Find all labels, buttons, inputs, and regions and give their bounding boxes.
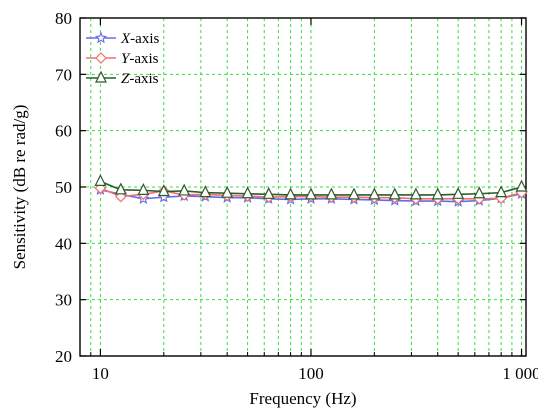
y-tick-label: 60 [55, 122, 72, 141]
data-point [305, 187, 317, 200]
series-layer [94, 174, 528, 207]
x-axis-label: Frequency (Hz) [249, 389, 356, 408]
data-point [347, 187, 360, 200]
legend-label: X-axis [120, 31, 159, 47]
x-tick-label: 1 000 [502, 364, 538, 383]
series-z-axis [94, 174, 528, 200]
data-point [284, 187, 297, 200]
data-point [221, 185, 234, 198]
y-tick-label: 40 [55, 234, 72, 253]
y-tick-label: 80 [55, 9, 72, 28]
x-tick-label: 10 [92, 364, 109, 383]
legend-label: Z-axis [121, 71, 159, 87]
legend-item: Z-axis [86, 70, 159, 87]
data-point [452, 186, 465, 199]
data-point [262, 186, 275, 199]
legend-marker [95, 52, 107, 64]
y-tick-label: 70 [55, 65, 72, 84]
y-axis-label: Sensitivity (dB re rad/g) [10, 105, 29, 270]
legend-label: Y-axis [121, 51, 159, 67]
data-point [431, 187, 444, 200]
data-point [137, 183, 150, 195]
data-point [368, 187, 381, 200]
legend-marker [94, 31, 108, 44]
legend-item: X-axis [86, 31, 159, 47]
axis-ticks: 20 30 40 50 60 70 80 10 100 1 000 [55, 9, 538, 383]
legend-marker [95, 70, 107, 83]
data-point [388, 187, 401, 200]
y-tick-label: 30 [55, 291, 72, 310]
data-point [157, 184, 170, 197]
data-point [94, 174, 107, 186]
data-point [199, 185, 212, 198]
data-point [325, 187, 338, 200]
y-tick-label: 20 [55, 347, 72, 366]
data-point [473, 186, 486, 199]
y-tick-label: 50 [55, 178, 72, 197]
legend-item: Y-axis [86, 51, 159, 67]
data-point [241, 186, 254, 199]
data-point [114, 182, 127, 195]
data-point [409, 187, 422, 200]
data-point [495, 185, 508, 198]
data-point [515, 179, 528, 192]
data-point [178, 183, 191, 196]
x-tick-label: 100 [298, 364, 324, 383]
legend: X-axis Y-axis Z-axis [86, 31, 159, 87]
